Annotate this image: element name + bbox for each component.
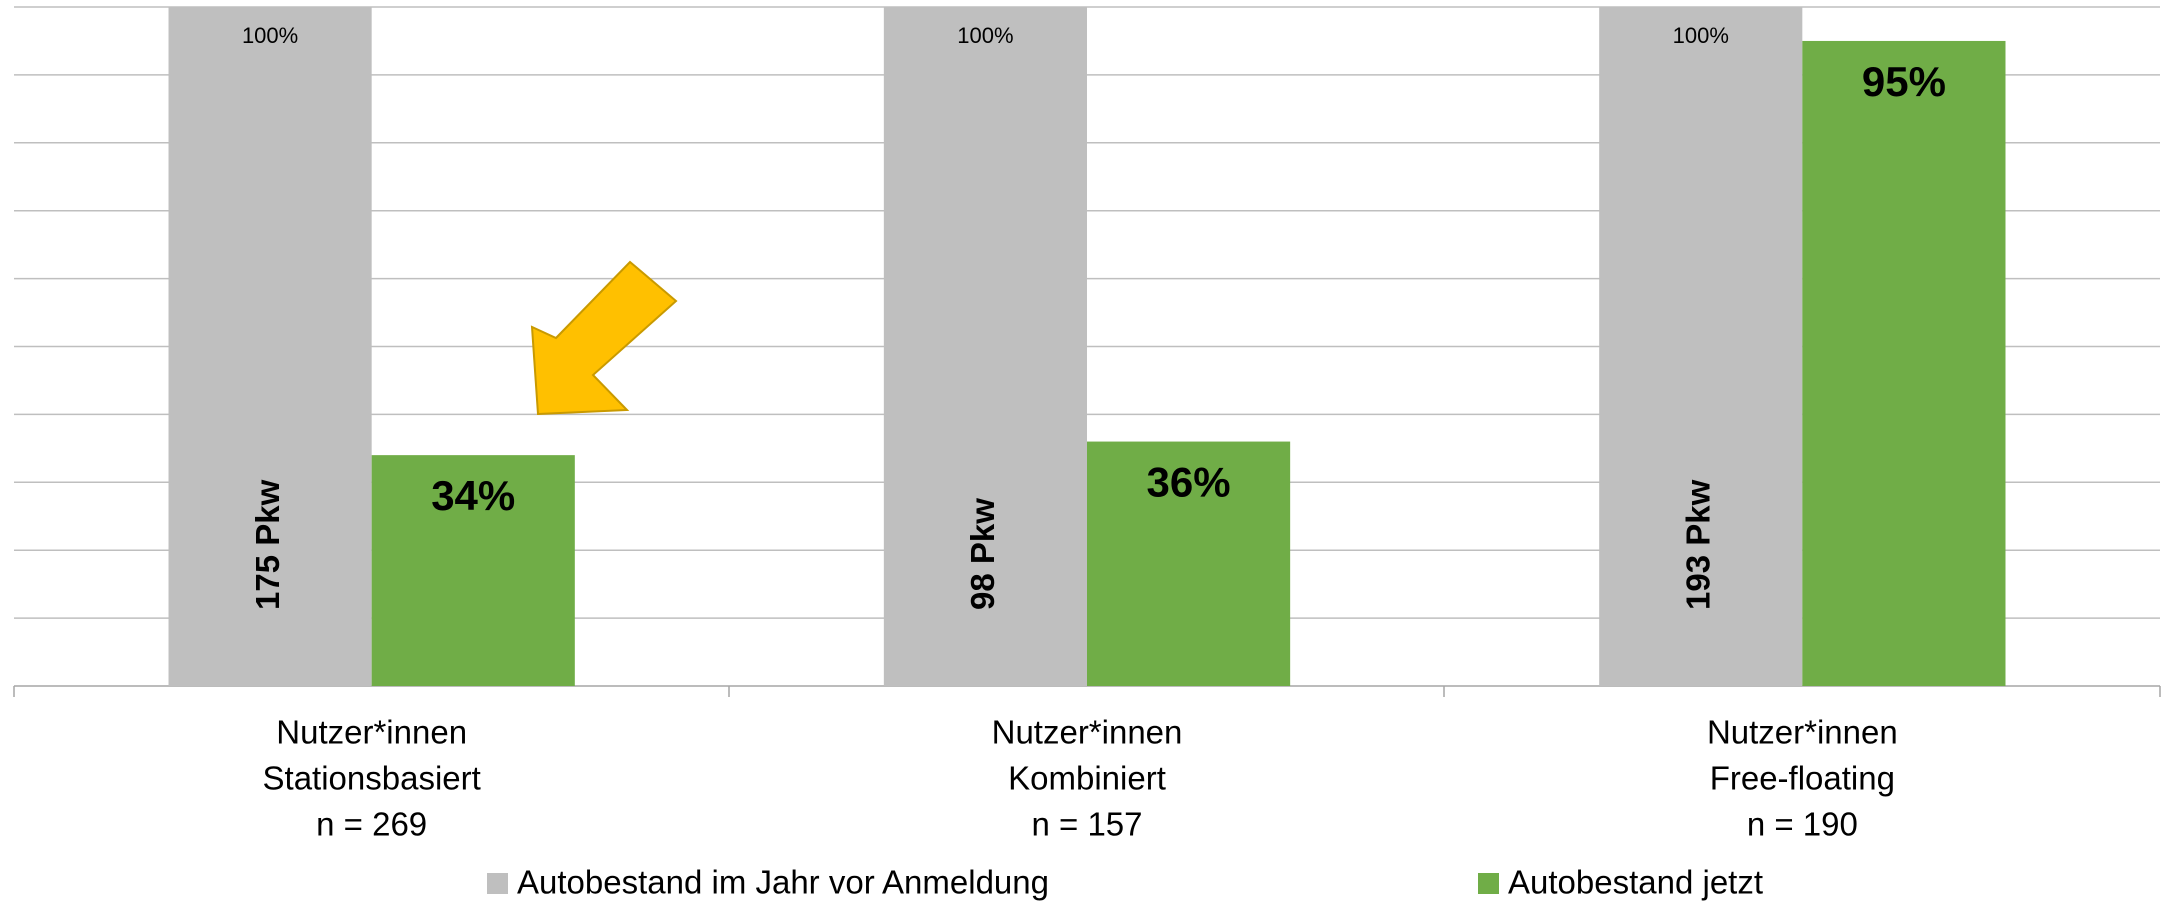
x-tick-label: n = 269 xyxy=(316,806,427,843)
axis-ticks xyxy=(13,686,2161,697)
data-label: 34% xyxy=(431,472,515,519)
x-tick-label: Nutzer*innen xyxy=(992,714,1183,751)
bar xyxy=(168,7,372,686)
data-label: 100% xyxy=(1673,23,1729,48)
x-tick-label: Stationsbasiert xyxy=(263,760,481,797)
x-tick-label: Nutzer*innen xyxy=(276,714,467,751)
arrow xyxy=(530,260,678,416)
data-label: 95% xyxy=(1862,58,1946,105)
data-label: 36% xyxy=(1147,459,1231,506)
data-label: 100% xyxy=(957,23,1013,48)
x-tick-label: Nutzer*innen xyxy=(1707,714,1898,751)
data-label: 100% xyxy=(242,23,298,48)
bar xyxy=(1087,441,1291,686)
annotation: 175 Pkw xyxy=(249,479,286,610)
bar xyxy=(883,7,1087,686)
legend-label: Autobestand im Jahr vor Anmeldung xyxy=(517,864,1049,901)
bar xyxy=(1802,40,2006,686)
annotation: 98 Pkw xyxy=(964,498,1001,610)
x-tick-label: Kombiniert xyxy=(1008,760,1166,797)
annotation: 193 Pkw xyxy=(1679,479,1716,610)
x-tick-label: Free-floating xyxy=(1710,760,1895,797)
legend-swatch xyxy=(1478,873,1499,894)
x-tick-label: n = 190 xyxy=(1747,806,1858,843)
bar xyxy=(371,455,575,686)
legend-swatch xyxy=(487,873,508,894)
x-tick-label: n = 157 xyxy=(1031,806,1142,843)
legend-label: Autobestand jetzt xyxy=(1508,864,1763,901)
bar xyxy=(1599,7,1803,686)
